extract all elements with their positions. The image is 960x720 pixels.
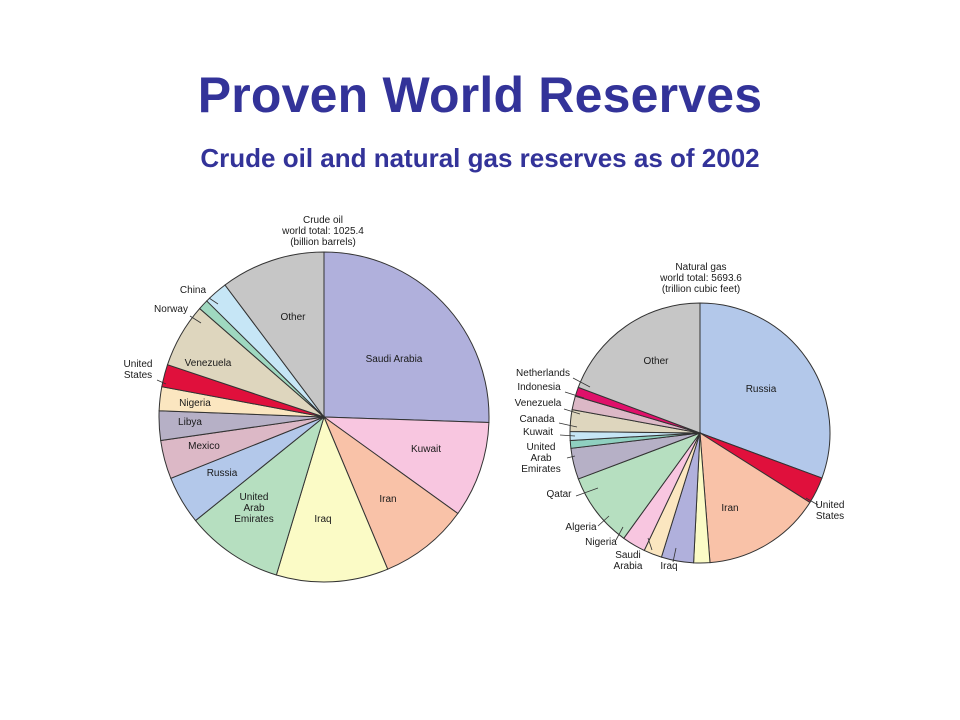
slice-label-algeria: Algeria [565,522,597,533]
slice-label-norway: Norway [154,304,188,315]
leader-line-norway [189,315,202,324]
leader-line-iraq [672,547,677,563]
slice-label-indonesia: Indonesia [517,382,561,393]
pie-slice-iraq [275,415,389,583]
leader-line-netherlands [572,377,591,388]
pie-slice-united-arab-emirates [194,415,325,576]
slice-label-iran: Iran [721,503,738,514]
slice-label-libya: Libya [178,417,202,428]
pie-slice-other [577,302,701,434]
pie-slice-other [224,251,325,419]
slice-label-kuwait: Kuwait [523,427,553,438]
pie-slice-iran [699,432,811,564]
leader-line-nigeria [615,526,624,541]
leader-line-indonesia [564,391,585,399]
page-subtitle: Crude oil and natural gas reserves as of… [200,143,760,173]
slice-label-saudi-arabia: Saudi Arabia [614,550,643,572]
slice-label-russia: Russia [207,468,238,479]
pie-chart-natural-gas: Russia United States Iran Iraq Saudi Arabia Nig… [515,262,845,572]
slice-label-other: Other [280,312,306,323]
page-title: Proven World Reserves [197,67,763,123]
slice-label-china: China [180,285,207,296]
pie-chart-crude-oil: Saudi Arabia Kuwait Iran Iraq United Arab Emir… [124,215,490,583]
pie-slice-saudi-arabia [323,251,490,424]
slice-label-saudi-arabia: Saudi Arabia [366,354,423,365]
slice-label-united-arab-emirates: United Arab Emirates [521,442,560,475]
leader-line-algeria [597,515,610,527]
slice-label-netherlands: Netherlands [516,368,570,379]
slice-label-russia: Russia [746,384,777,395]
leader-line-saudi-arabia [647,537,653,551]
leader-line-china [208,297,219,305]
pie-slice-russia [699,302,831,479]
slice-label-united-states: United States [124,359,153,381]
slice-label-united-states: United States [816,500,845,522]
slice-label-canada: Canada [519,414,554,425]
leader-line-united-arab-emirates [566,455,576,459]
leader-line-venezuela [563,408,581,415]
slice-label-qatar: Qatar [546,489,572,500]
pie-slice-kuwait [322,416,490,515]
leader-line-qatar [575,487,599,497]
pie-slice-iran [322,415,459,570]
slice-label-nigeria: Nigeria [179,398,211,409]
leader-line-united-states [805,497,819,506]
slice-label-iran: Iran [379,494,396,505]
slice-label-united-arab-emirates: United Arab Emirates [234,492,273,525]
slice-label-venezuela: Venezuela [185,358,232,369]
pie-title: Crude oil world total: 1025.4 (billion bar… [281,215,364,248]
leader-line-kuwait [559,434,576,437]
slice-label-iraq: Iraq [314,514,331,525]
leader-line-canada [558,422,578,428]
pie-title: Natural gas world total: 5693.6 (trillion … [659,262,742,295]
slice-label-venezuela: Venezuela [515,398,562,409]
slice-label-other: Other [643,356,669,367]
slice-label-mexico: Mexico [188,441,220,452]
slice-label-kuwait: Kuwait [411,444,441,455]
leader-line-united-states [156,379,167,385]
slice-label-nigeria: Nigeria [585,537,617,548]
slice-label-iraq: Iraq [660,561,677,572]
